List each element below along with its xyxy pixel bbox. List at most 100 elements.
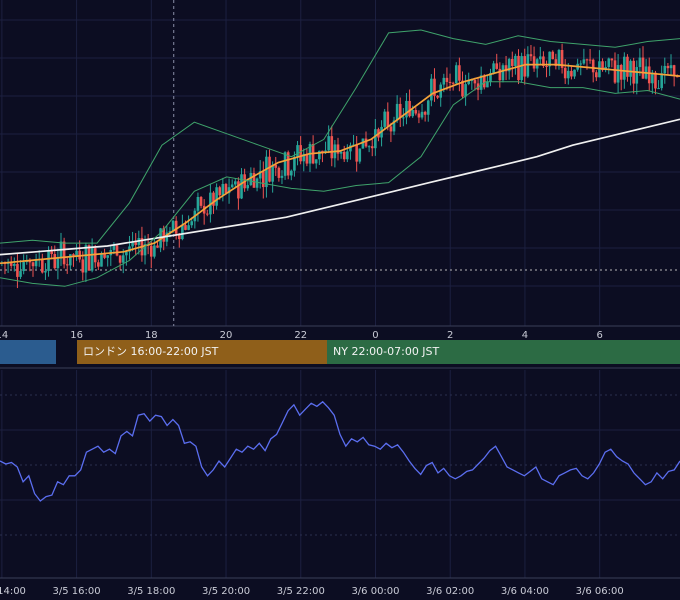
candle-body [299,145,302,162]
candle-body [153,245,156,257]
candle-body [479,75,483,90]
candle-body [224,183,228,194]
candle-body [358,148,362,162]
candle-body [293,156,296,171]
candle-body [177,233,181,240]
candle-body [402,117,405,119]
osc-axis-tick-label: 3/6 02:00 [426,586,474,597]
candle-body [296,145,299,157]
candle-body [174,220,178,234]
candle-body [367,146,371,148]
candle-body [184,225,187,230]
osc-axis-tick-label: 3/5 18:00 [127,586,175,597]
candle-body [81,259,85,273]
candle-body [383,111,386,127]
candle-body [464,84,467,97]
candle-body [641,57,645,79]
candle-body [230,184,234,188]
price-panel-grid [0,0,680,327]
candle-body [545,65,548,67]
candle-body [215,187,218,206]
candle-body [445,77,449,82]
candle-body [426,100,430,115]
candle-body [532,56,536,69]
candle-body [346,151,349,160]
candle-body [218,187,222,196]
candle-body [669,65,673,69]
candle-body [199,196,203,206]
price-axis-tick-label: 16 [70,330,83,341]
candle-body [495,63,499,69]
candle-body [212,192,215,206]
candle-body [507,58,511,72]
candle-body [128,246,131,252]
candle-body [542,56,545,66]
candle-body [69,254,72,266]
candle-body [190,221,194,226]
candle-body [19,271,22,277]
candle-body [585,59,589,61]
candle-body [314,159,318,164]
session-london-label: ロンドン 16:00-22:00 JST [83,345,219,358]
osc-axis-tick-label: 3/6 00:00 [351,586,399,597]
candle-body [557,50,561,67]
bollinger-lower-line-3 [0,81,680,287]
candle-body [414,110,418,114]
candle-body [538,56,542,60]
candle-body [290,170,293,176]
candle-body [570,70,573,77]
candle-body [560,50,564,68]
candle-body [283,152,287,176]
candle-body [529,54,533,57]
price-time-axis: 14 16 18 20 22 0 2 4 6 [0,330,603,341]
candle-body [342,151,346,160]
candle-body [233,181,237,185]
candle-body [268,156,271,182]
candle-body [374,129,377,149]
osc-axis-tick-label: 3/5 14:00 [0,586,26,597]
candle-body [482,75,486,88]
candle-body [65,264,69,266]
candle-body [517,55,520,81]
candle-body [389,126,393,132]
candle-body [277,167,281,178]
candle-body [118,255,122,263]
candle-body [672,65,676,76]
moving-average-line-0 [0,63,680,265]
candle-body [563,67,567,79]
candle-body [473,80,477,84]
moving-average-line-1 [0,118,680,256]
candle-body [567,70,570,79]
candle-body [386,111,390,127]
candle-body [595,72,598,78]
osc-axis-tick-label: 3/5 20:00 [202,586,250,597]
candle-body [258,171,262,179]
candle-body [205,213,209,215]
candle-body [327,136,330,151]
session-london: ロンドン 16:00-22:00 JST [77,340,327,364]
candle-body [610,58,614,61]
candle-body [436,95,439,98]
candle-body [50,251,53,255]
candle-body [100,253,103,267]
candle-body [651,72,654,84]
candle-body [339,151,343,154]
candle-body [666,65,670,69]
candle-body [318,150,321,160]
candle-body [626,56,629,77]
candle-body [638,57,642,68]
candle-body [663,65,667,74]
candle-body [591,59,595,73]
candle-body [454,65,458,84]
oscillator-line [0,400,680,502]
session-newyork: NY 22:00-07:00 JST [327,340,680,364]
candle-body [520,56,523,81]
candle-body [252,172,256,188]
price-axis-tick-label: 20 [220,330,233,341]
candle-body [551,51,555,60]
candle-body [44,270,47,273]
candle-body [336,144,340,154]
oscillator-panel-grid [0,367,680,579]
candle-body [623,56,626,80]
